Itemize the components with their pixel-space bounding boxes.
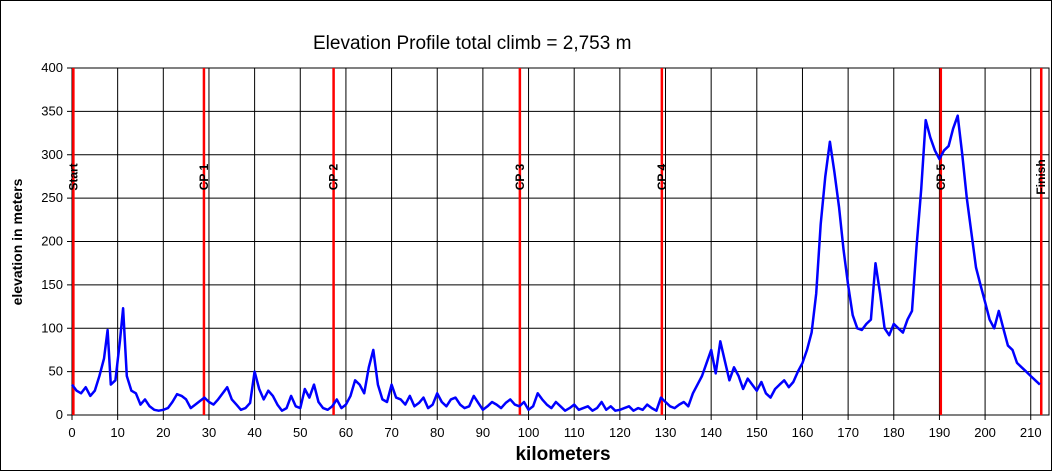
y-tick-label: 100 [41,320,63,335]
checkpoint-label: CP 1 [197,163,211,190]
x-tick-label: 50 [293,425,307,440]
x-axis-title: kilometers [515,444,610,465]
x-tick-label: 60 [339,425,353,440]
x-tick-label: 100 [518,425,540,440]
x-tick-label: 110 [564,425,585,440]
x-tick-label: 190 [929,425,951,440]
x-tick-label: 170 [837,425,859,440]
y-tick-label: 300 [41,147,63,162]
checkpoint-label: CP 5 [934,163,948,190]
x-tick-label: 90 [476,425,490,440]
x-tick-label: 10 [110,425,124,440]
x-tick-label: 160 [792,425,814,440]
x-tick-label: 30 [202,425,216,440]
y-tick-label: 350 [41,103,63,118]
y-tick-label: 200 [41,234,63,249]
checkpoint-label: Start [66,163,80,190]
plot-border [71,67,1050,416]
chart-title: Elevation Profile total climb = 2,753 m [313,33,631,54]
checkpoint-label: CP 4 [655,163,669,190]
y-tick-label: 400 [41,60,63,75]
x-tick-label: 70 [384,425,398,440]
elevation-series-line [71,114,1041,412]
x-tick-label: 180 [883,425,905,440]
x-tick-label: 200 [974,425,996,440]
y-tick-label: 150 [41,277,63,292]
plot-area: 0 50 100 150 200 250 300 350 400 0 10 20 30 40 50 60 70 8… [41,60,1050,440]
y-tick-label: 250 [41,190,63,205]
y-axis-title: elevation in meters [9,178,25,305]
x-tick-label: 130 [655,425,677,440]
x-tick-label: 40 [247,425,261,440]
checkpoint-label: CP 2 [327,163,341,190]
x-tick-label: 120 [609,425,631,440]
x-tick-label: 20 [156,425,170,440]
x-tick-label: 140 [700,425,722,440]
checkpoint-label: Finish [1034,159,1048,194]
y-tick-label: 50 [49,364,63,379]
checkpoint-label: CP 3 [513,163,527,190]
y-tick-label: 0 [56,407,63,422]
x-tick-label: 0 [68,425,75,440]
x-tick-label: 80 [430,425,444,440]
x-tick-label: 150 [746,425,768,440]
x-tick-label: 210 [1020,425,1042,440]
